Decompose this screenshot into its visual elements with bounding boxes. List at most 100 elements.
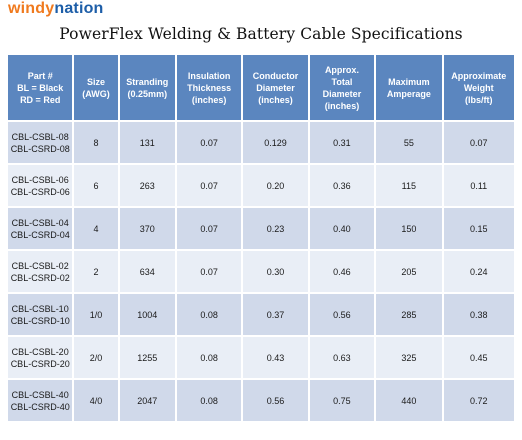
header-line: (inches) — [324, 100, 360, 111]
header-total: Approx. Total Diameter (inches) — [309, 55, 375, 120]
header-line: Part # — [27, 70, 53, 81]
part-number: CBL-CSRD-04 — [10, 229, 70, 240]
cell-part-number: CBL-CSBL-06 CBL-CSRD-06 — [8, 165, 73, 206]
brand-logo: windynation — [8, 0, 104, 18]
part-number: CBL-CSRD-02 — [10, 272, 70, 283]
table-row: CBL-CSBL-40 CBL-CSRD-40 4/0 2047 0.08 0.56 0.7… — [8, 380, 514, 421]
cell-amperage: 55 — [376, 122, 442, 163]
cell-weight: 0.24 — [443, 251, 514, 292]
part-number: CBL-CSBL-08 — [11, 131, 69, 142]
cell-total: 0.46 — [309, 251, 375, 292]
cell-part-number: CBL-CSBL-10 CBL-CSRD-10 — [8, 294, 73, 335]
cell-amperage: 150 — [376, 208, 442, 249]
cell-size: 2/0 — [74, 337, 118, 378]
cell-insulation: 0.07 — [176, 122, 242, 163]
header-line: (0.25mm) — [127, 88, 168, 99]
cell-weight: 0.07 — [443, 122, 514, 163]
cell-total: 0.75 — [309, 380, 375, 421]
header-stranding: Stranding (0.25mm) — [119, 55, 175, 120]
cell-insulation: 0.08 — [176, 294, 242, 335]
header-line: Stranding — [126, 76, 169, 87]
cell-conductor: 0.43 — [243, 337, 308, 378]
cell-insulation: 0.08 — [176, 337, 242, 378]
header-size: Size (AWG) — [74, 55, 118, 120]
logo-text-windy: windy — [8, 0, 55, 17]
page-title: PowerFlex Welding & Battery Cable Specif… — [59, 25, 463, 43]
cell-part-number: CBL-CSBL-08 CBL-CSRD-08 — [8, 122, 73, 163]
header-line: Maximum — [388, 76, 430, 87]
table-row: CBL-CSBL-02 CBL-CSRD-02 2 634 0.07 0.30 0.46 20… — [8, 251, 514, 292]
header-line: Total — [331, 76, 353, 87]
cell-stranding: 1004 — [119, 294, 175, 335]
cell-size: 4/0 — [74, 380, 118, 421]
header-line: Approx. — [324, 64, 359, 75]
cell-insulation: 0.07 — [176, 251, 242, 292]
cell-size: 2 — [74, 251, 118, 292]
table-body: CBL-CSBL-08 CBL-CSRD-08 8 131 0.07 0.129 0.31 5… — [8, 122, 514, 421]
header-line: Diameter — [322, 88, 362, 99]
cell-size: 6 — [74, 165, 118, 206]
header-line: Weight — [463, 82, 494, 93]
cell-conductor: 0.20 — [243, 165, 308, 206]
header-line: Insulation — [187, 70, 231, 81]
cell-conductor: 0.23 — [243, 208, 308, 249]
header-line: BL = Black — [17, 82, 64, 93]
cell-weight: 0.72 — [443, 380, 514, 421]
part-number: CBL-CSRD-20 — [10, 358, 70, 369]
cell-conductor: 0.37 — [243, 294, 308, 335]
cell-insulation: 0.07 — [176, 165, 242, 206]
cell-weight: 0.15 — [443, 208, 514, 249]
cell-stranding: 2047 — [119, 380, 175, 421]
cell-part-number: CBL-CSBL-02 CBL-CSRD-02 — [8, 251, 73, 292]
cell-part-number: CBL-CSBL-04 CBL-CSRD-04 — [8, 208, 73, 249]
table-row: CBL-CSBL-06 CBL-CSRD-06 6 263 0.07 0.20 0.36 11… — [8, 165, 514, 206]
header-line: (inches) — [191, 94, 227, 105]
cell-total: 0.36 — [309, 165, 375, 206]
cell-total: 0.31 — [309, 122, 375, 163]
cell-conductor: 0.129 — [243, 122, 308, 163]
cell-conductor: 0.30 — [243, 251, 308, 292]
table-row: CBL-CSBL-08 CBL-CSRD-08 8 131 0.07 0.129 0.31 5… — [8, 122, 514, 163]
header-line: RD = Red — [20, 94, 61, 105]
header-line: (lbs/ft) — [465, 94, 493, 105]
cell-weight: 0.38 — [443, 294, 514, 335]
header-line: Approximate — [451, 70, 507, 81]
table-row: CBL-CSBL-10 CBL-CSRD-10 1/0 1004 0.08 0.37 0.5… — [8, 294, 514, 335]
cell-stranding: 634 — [119, 251, 175, 292]
table-row: CBL-CSBL-04 CBL-CSRD-04 4 370 0.07 0.23 0.40 15… — [8, 208, 514, 249]
part-number: CBL-CSBL-20 — [11, 346, 69, 357]
cell-size: 8 — [74, 122, 118, 163]
cell-total: 0.63 — [309, 337, 375, 378]
logo-text-nation: nation — [54, 0, 104, 17]
part-number: CBL-CSBL-02 — [11, 260, 69, 271]
part-number: CBL-CSRD-06 — [10, 186, 70, 197]
cell-amperage: 325 — [376, 337, 442, 378]
table-row: CBL-CSBL-20 CBL-CSRD-20 2/0 1255 0.08 0.43 0.6… — [8, 337, 514, 378]
cell-weight: 0.45 — [443, 337, 514, 378]
header-line: Size — [87, 76, 106, 87]
cell-insulation: 0.07 — [176, 208, 242, 249]
cell-total: 0.40 — [309, 208, 375, 249]
header-insulation: Insulation Thickness (inches) — [176, 55, 242, 120]
cell-amperage: 440 — [376, 380, 442, 421]
cell-size: 4 — [74, 208, 118, 249]
header-line: Amperage — [386, 88, 431, 99]
header-weight: Approximate Weight (lbs/ft) — [443, 55, 514, 120]
cell-part-number: CBL-CSBL-40 CBL-CSRD-40 — [8, 380, 73, 421]
cell-stranding: 1255 — [119, 337, 175, 378]
cell-total: 0.56 — [309, 294, 375, 335]
cell-stranding: 370 — [119, 208, 175, 249]
cell-stranding: 131 — [119, 122, 175, 163]
header-line: (AWG) — [82, 88, 110, 99]
header-line: Thickness — [187, 82, 232, 93]
header-amperage: Maximum Amperage — [376, 55, 442, 120]
part-number: CBL-CSRD-40 — [10, 401, 70, 412]
part-number: CBL-CSRD-10 — [10, 315, 70, 326]
header-conductor: Conductor Diameter (inches) — [243, 55, 308, 120]
cell-amperage: 115 — [376, 165, 442, 206]
header-line: Diameter — [256, 82, 295, 93]
header-row: Part # BL = Black RD = Red Size (AWG) Strandi… — [8, 55, 514, 120]
cell-stranding: 263 — [119, 165, 175, 206]
cell-weight: 0.11 — [443, 165, 514, 206]
cell-part-number: CBL-CSBL-20 CBL-CSRD-20 — [8, 337, 73, 378]
